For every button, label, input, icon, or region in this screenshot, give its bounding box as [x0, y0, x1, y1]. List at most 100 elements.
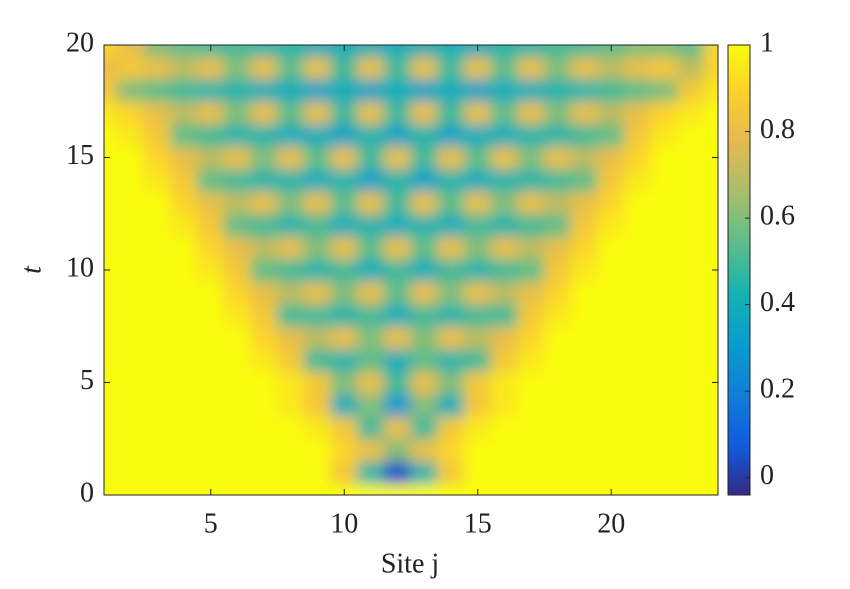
heatmap-cell [704, 145, 718, 170]
heatmap-cell [170, 483, 198, 495]
heatmap-cell [410, 258, 439, 282]
heatmap-cell [437, 280, 465, 305]
heatmap-cell [543, 483, 572, 495]
heatmap-cell [570, 168, 599, 192]
heatmap-cell [383, 325, 412, 350]
heatmap-cell [437, 100, 465, 125]
heatmap-cell [463, 213, 492, 237]
heatmap-cell [330, 123, 359, 147]
heatmap-cell [490, 258, 519, 282]
heatmap-cell [410, 325, 439, 350]
heatmap-cell [250, 348, 279, 372]
heatmap-cell [104, 145, 118, 170]
heatmap-cell [490, 45, 519, 57]
heatmap-cell [650, 415, 679, 440]
heatmap-cell [677, 145, 706, 170]
heatmap-cell [383, 348, 412, 372]
heatmap-cell [383, 190, 412, 215]
heatmap-cell [383, 483, 412, 495]
heatmap-cell [357, 235, 385, 260]
heatmap-cell [170, 123, 198, 147]
heatmap-cell [303, 45, 332, 57]
heatmap-cell [650, 55, 679, 80]
heatmap-cell [677, 415, 706, 440]
heatmap-cell [116, 213, 145, 237]
heatmap-cell [104, 370, 118, 395]
heatmap-cell [490, 213, 519, 237]
heatmap-cell [650, 370, 679, 395]
x-tick-label: 10 [330, 508, 358, 539]
heatmap-cell [277, 325, 305, 350]
heatmap-cell [303, 145, 332, 170]
y-tick-label: 10 [66, 252, 94, 283]
heatmap-cell [624, 348, 652, 372]
heatmap-cell [116, 415, 145, 440]
heatmap-cell [383, 100, 412, 125]
heatmap-cell [143, 348, 172, 372]
heatmap-cell [704, 45, 718, 57]
heatmap-cell [223, 190, 252, 215]
heatmap-cell [104, 45, 118, 57]
heatmap-cell [303, 235, 332, 260]
heatmap-cell [677, 100, 706, 125]
heatmap-cell [383, 438, 412, 462]
y-tick-label: 15 [66, 140, 94, 171]
heatmap-cell [704, 325, 718, 350]
heatmap-cell [116, 235, 145, 260]
heatmap-cell [250, 145, 279, 170]
heatmap-cell [383, 78, 412, 102]
heatmap-cell [650, 235, 679, 260]
heatmap-cell [383, 415, 412, 440]
heatmap-cell [223, 325, 252, 350]
heatmap-cell [437, 55, 465, 80]
heatmap-cell [490, 348, 519, 372]
heatmap-cell [196, 348, 225, 372]
heatmap-cell [704, 55, 718, 80]
heatmap-cell [330, 235, 359, 260]
heatmap-cell [104, 55, 118, 80]
heatmap-cell [143, 78, 172, 102]
heatmap-cell [196, 100, 225, 125]
heatmap-cell [143, 100, 172, 125]
heatmap-cell [357, 45, 385, 57]
heatmap-cell [677, 348, 706, 372]
heatmap-cell [490, 100, 519, 125]
heatmap-cell [517, 145, 545, 170]
heatmap-cell [677, 438, 706, 462]
heatmap-cell [570, 393, 599, 417]
heatmap-cell [490, 78, 519, 102]
heatmap-cell [597, 348, 626, 372]
heatmap-cell [196, 168, 225, 192]
heatmap-cell [143, 393, 172, 417]
heatmap-cell [597, 55, 626, 80]
heatmap-cell [597, 123, 626, 147]
heatmap-cell [357, 415, 385, 440]
heatmap-cell [303, 415, 332, 440]
heatmap-cell [196, 235, 225, 260]
heatmap-cell [277, 258, 305, 282]
heatmap-cell [357, 123, 385, 147]
heatmap-cell [437, 370, 465, 395]
heatmap-cell [490, 280, 519, 305]
heatmap-cell [543, 393, 572, 417]
heatmap-cell [650, 393, 679, 417]
heatmap-cells [104, 45, 718, 495]
heatmap-cell [543, 258, 572, 282]
heatmap-cell [170, 348, 198, 372]
heatmap-cell [463, 55, 492, 80]
heatmap-cell [250, 438, 279, 462]
heatmap-cell [410, 190, 439, 215]
heatmap-cell [170, 370, 198, 395]
heatmap-cell [677, 235, 706, 260]
heatmap-cell [357, 303, 385, 327]
heatmap-cell [196, 145, 225, 170]
heatmap-cell [410, 100, 439, 125]
heatmap-cell [303, 460, 332, 485]
heatmap-cell [570, 100, 599, 125]
heatmap-cell [104, 213, 118, 237]
heatmap-cell [303, 190, 332, 215]
heatmap-cell [196, 460, 225, 485]
heatmap-cell [383, 213, 412, 237]
heatmap-cell [650, 280, 679, 305]
heatmap-cell [104, 100, 118, 125]
